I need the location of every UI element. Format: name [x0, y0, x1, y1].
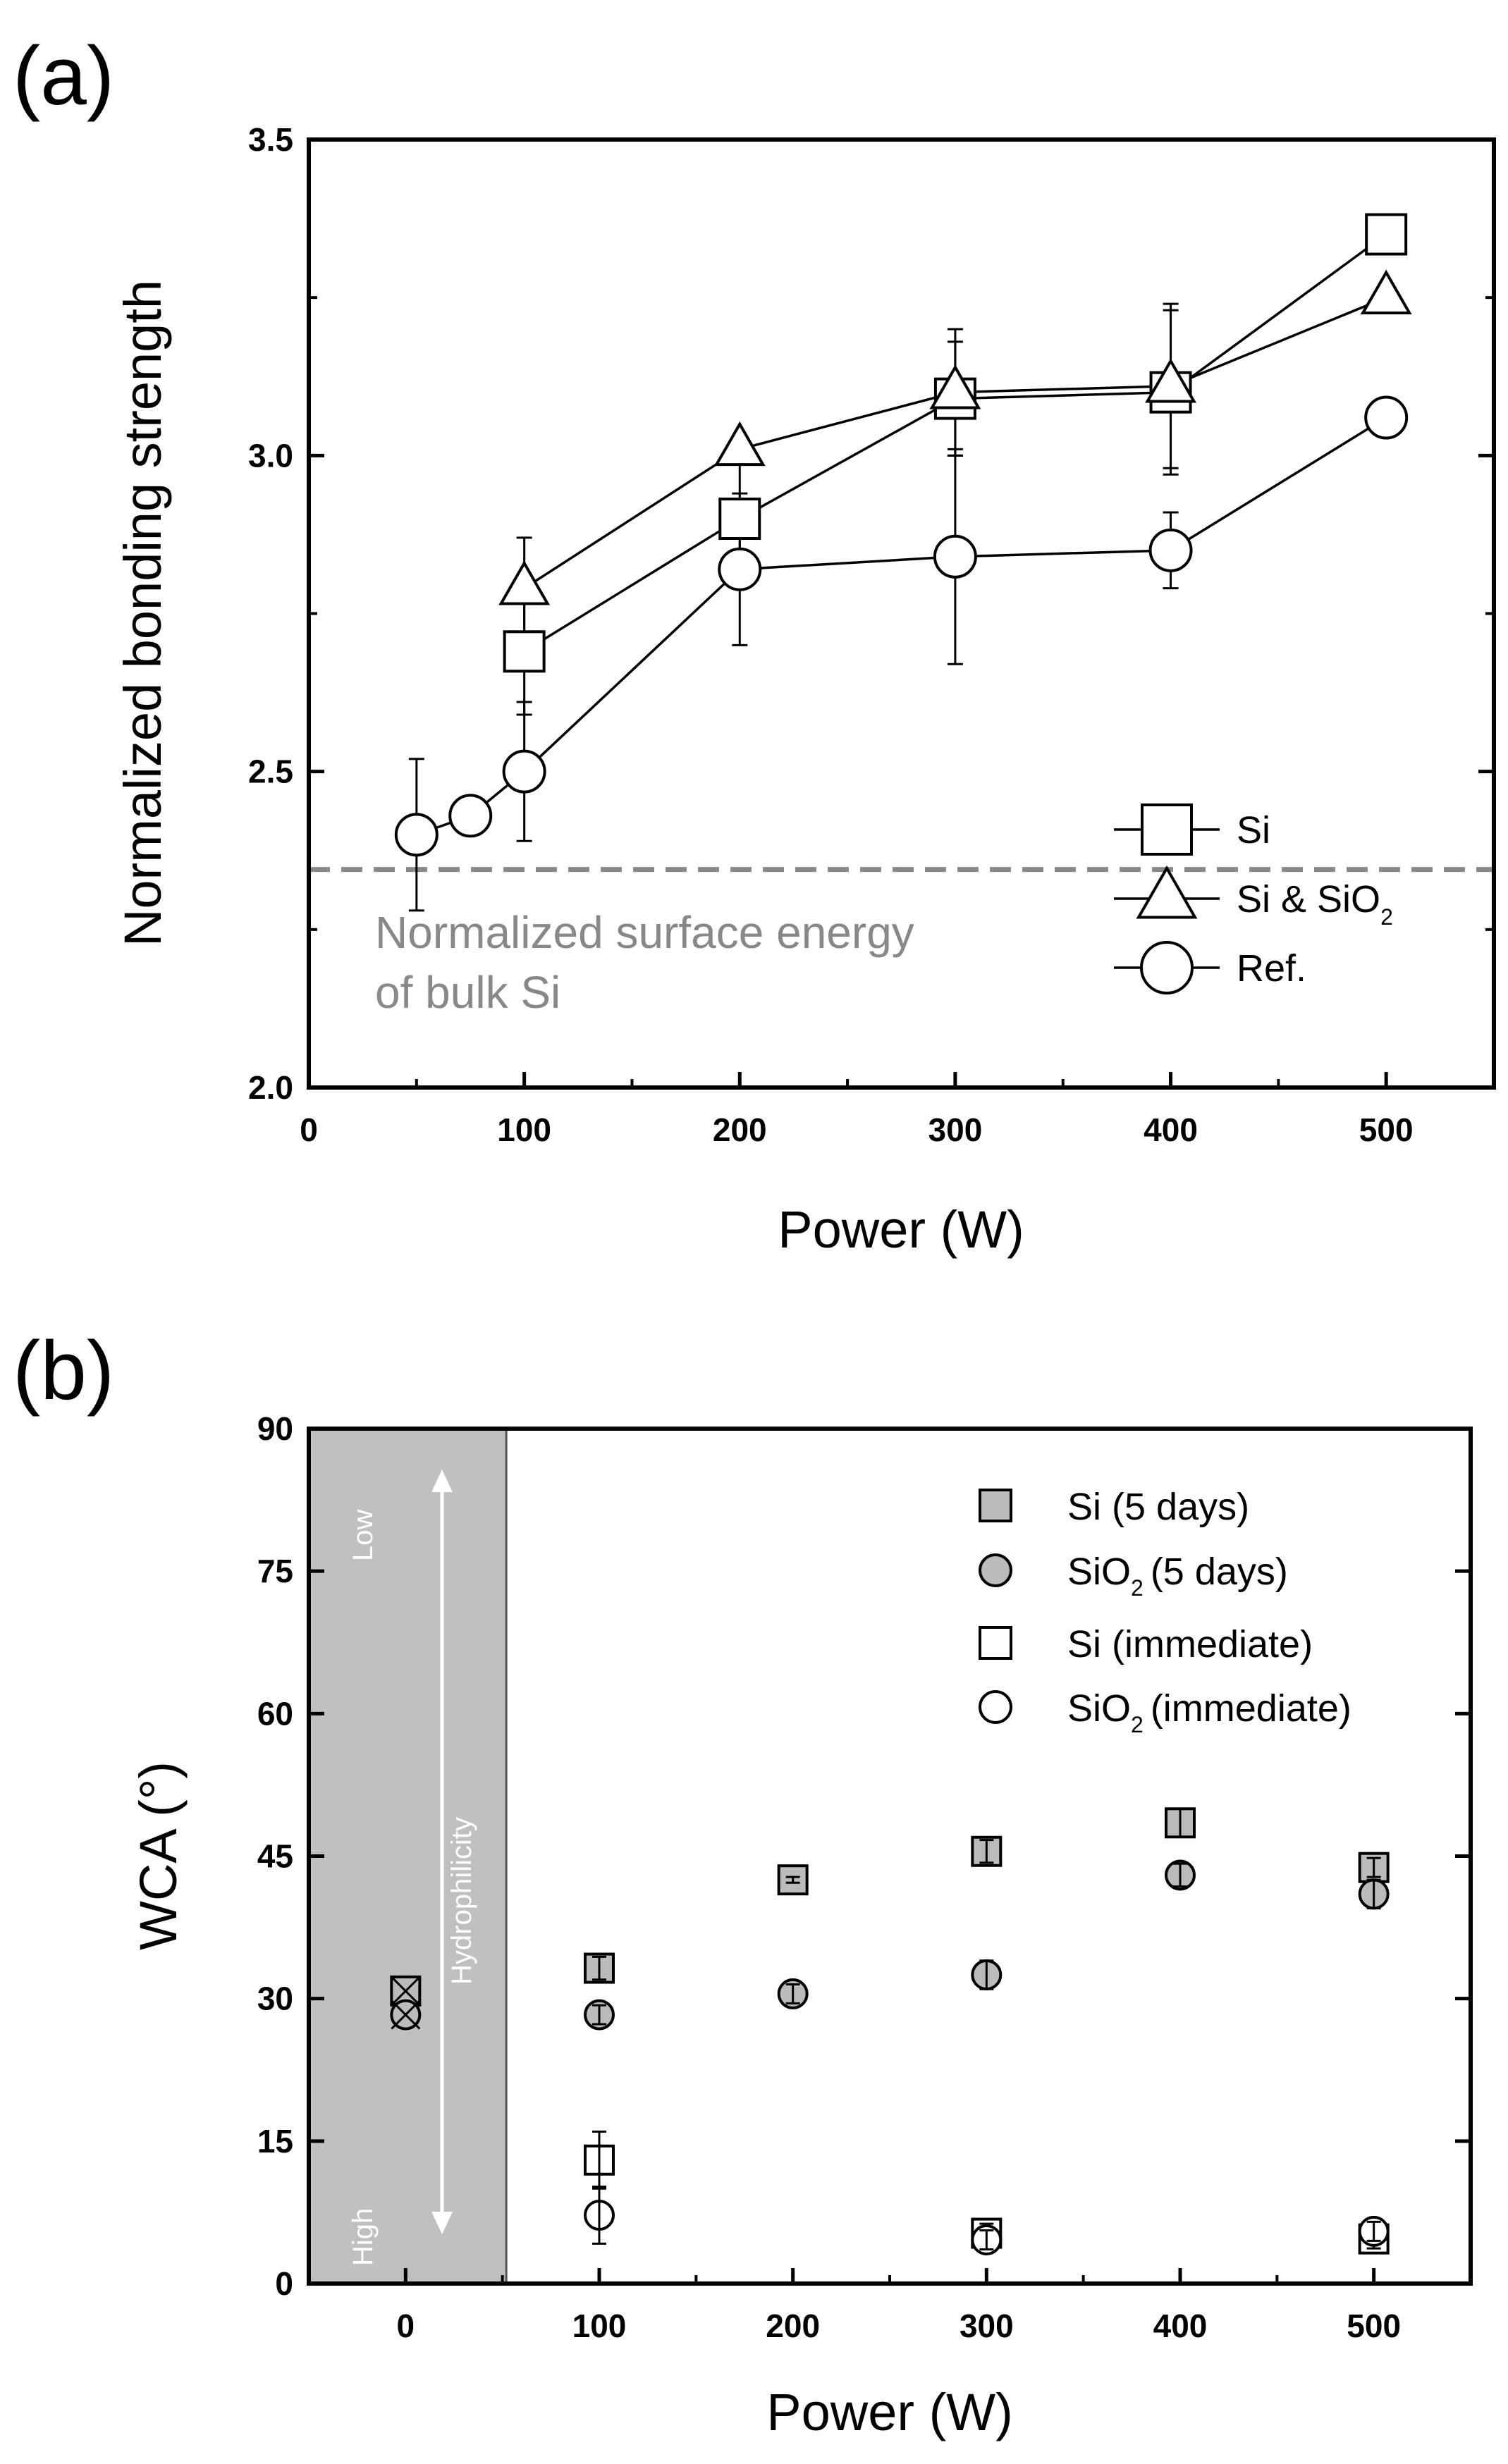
y-tick-label-b-90: 90 — [257, 1410, 293, 1447]
axis-ticks-b: 0 100 200 300 400 500 0 15 30 45 60 75 90 — [257, 1410, 1471, 2344]
hydrophilicity-low-label: Low — [348, 1510, 379, 1561]
legend-b-label-sio2-immediate: SiO2 (immediate) — [1067, 1687, 1351, 1737]
reference-annotation: Normalized surface energy of bulk Si — [375, 907, 914, 1018]
legend-b-marker-si-5-days — [979, 1489, 1012, 1522]
series-line-ref — [416, 417, 1387, 836]
legend-b-marker-sio2-immediate — [979, 1690, 1012, 1724]
shaded-region-rect — [309, 1429, 507, 2284]
x-tick-label-a-100: 100 — [497, 1111, 551, 1148]
x-tick-label-b-200: 200 — [766, 2308, 820, 2344]
reference-annotation-line-2: of bulk Si — [375, 967, 560, 1018]
legend-a-marker-si — [1141, 803, 1193, 856]
point-si-sio2-100 — [498, 560, 551, 605]
y-tick-label-a-3: 3.5 — [248, 121, 293, 158]
panel-b: (b) Low High Hydrophilicity 0 100 200 300 40… — [13, 1324, 1473, 2441]
x-tick-label-a-0: 0 — [300, 1111, 318, 1148]
hydrophilicity-shaded-region — [309, 1429, 508, 2284]
point-ref-75 — [448, 794, 493, 838]
point-ref-100 — [502, 749, 546, 794]
y-tick-label-b-15: 15 — [257, 2123, 293, 2160]
legend-a-marker-si-sio2 — [1136, 865, 1198, 919]
point-ref-500 — [1364, 395, 1409, 440]
x-tick-label-b-300: 300 — [960, 2308, 1014, 2344]
y-tick-label-a-1: 2.5 — [248, 753, 293, 790]
legend-b-label-si-immediate: Si (immediate) — [1067, 1623, 1313, 1665]
point-si-200 — [718, 498, 761, 540]
x-tick-label-b-400: 400 — [1153, 2308, 1208, 2344]
x-axis-label-b: Power (W) — [766, 2383, 1012, 2441]
legend-b-marker-si-immediate — [979, 1626, 1012, 1660]
x-tick-label-b-0: 0 — [397, 2308, 415, 2344]
legend-b-marker-sio2-5-days — [979, 1553, 1012, 1587]
point-ref-400 — [1148, 528, 1193, 572]
y-tick-label-b-30: 30 — [257, 1981, 293, 2017]
x-tick-label-b-100: 100 — [572, 2308, 627, 2344]
panel-a: (a) Normalized surface energy of bulk Si… — [13, 30, 1496, 1259]
x-tick-label-a-300: 300 — [928, 1111, 983, 1148]
legend-b: Si (5 days) SiO2 (5 days) Si (immediate) … — [979, 1486, 1351, 1737]
point-ref-300 — [933, 534, 977, 579]
reference-point-cross-2 — [391, 1976, 421, 2006]
hydrophilicity-high-label: High — [348, 2208, 379, 2266]
legend-a: Si Si & SiO2 Ref. — [1114, 803, 1393, 994]
x-tick-label-b-500: 500 — [1347, 2308, 1401, 2344]
x-tick-label-a-400: 400 — [1144, 1111, 1198, 1148]
legend-a-marker-ref — [1140, 941, 1194, 994]
y-axis-label-b: WCA (°) — [129, 1761, 188, 1950]
hydrophilicity-arrow-head-down — [431, 2212, 453, 2234]
data-series-b — [390, 1807, 1390, 2256]
hydrophilicity-arrow-head-up — [431, 1470, 453, 1492]
panel-b-label: (b) — [13, 1324, 114, 1417]
reference-annotation-line-1: Normalized surface energy — [375, 907, 914, 958]
y-axis-label-a: Normalized bonding strength — [114, 280, 172, 947]
point-si-sio2-300 — [929, 364, 981, 409]
data-series-a — [394, 213, 1412, 912]
y-tick-label-b-45: 45 — [257, 1838, 293, 1875]
hydrophilicity-annotation: Low High Hydrophilicity — [348, 1510, 477, 2266]
y-tick-label-a-2: 3.0 — [248, 437, 293, 474]
point-ref-50 — [394, 813, 439, 857]
legend-a-label-si: Si — [1237, 809, 1270, 851]
point-si-sio2-500 — [1360, 269, 1412, 314]
legend-b-label-sio2-5days: SiO2 (5 days) — [1067, 1551, 1288, 1601]
x-tick-label-a-500: 500 — [1359, 1111, 1414, 1148]
hydrophilicity-label: Hydrophilicity — [446, 1817, 477, 1985]
y-tick-label-b-0: 0 — [275, 2265, 293, 2302]
reference-point-crossed-circle — [390, 1999, 422, 2031]
point-si-sio2-200 — [713, 421, 766, 467]
reference-point-cross-2 — [391, 2000, 421, 2030]
point-si-sio2-400 — [1145, 358, 1197, 403]
axis-ticks-a: 0 100 200 300 400 500 2.0 2.5 3.0 3.5 — [248, 121, 1494, 1148]
legend-b-label-si-5days: Si (5 days) — [1067, 1486, 1249, 1528]
y-tick-label-a-0: 2.0 — [248, 1069, 293, 1106]
point-ref-200 — [718, 547, 762, 591]
point-si-100 — [503, 630, 546, 673]
y-tick-label-b-60: 60 — [257, 1695, 293, 1732]
legend-a-label-ref: Ref. — [1237, 947, 1306, 990]
panel-a-label: (a) — [13, 30, 114, 123]
legend-a-label-si-sio2: Si & SiO2 — [1237, 878, 1393, 930]
point-si-500 — [1365, 213, 1408, 256]
y-tick-label-b-75: 75 — [257, 1553, 293, 1589]
x-axis-label-a: Power (W) — [778, 1200, 1024, 1259]
x-tick-label-a-200: 200 — [713, 1111, 767, 1148]
